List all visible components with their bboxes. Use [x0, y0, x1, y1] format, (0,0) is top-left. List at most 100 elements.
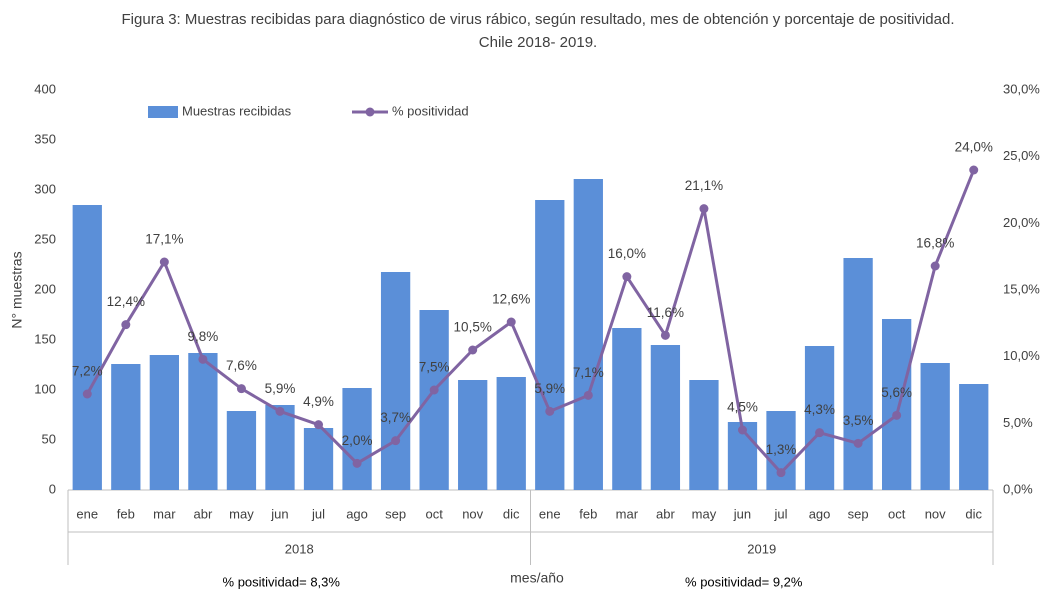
line-point — [815, 428, 825, 438]
bar — [612, 328, 642, 490]
line-point — [82, 389, 92, 399]
bar — [226, 411, 257, 490]
x-tick-label: oct — [425, 506, 443, 521]
data-label: 3,7% — [380, 410, 411, 425]
y-axis-label: N° muestras — [9, 251, 25, 328]
data-label: 24,0% — [955, 140, 993, 155]
x-tick-label: mar — [153, 506, 176, 521]
line-point — [737, 425, 747, 435]
x-tick-label: feb — [117, 506, 135, 521]
x-tick-label: abr — [193, 506, 212, 521]
x-tick-label: abr — [656, 506, 675, 521]
bar — [804, 346, 835, 490]
bar — [843, 258, 873, 490]
x-tick-label: ago — [346, 506, 368, 521]
group-label: 2018 — [285, 541, 314, 556]
x-tick-label: jun — [270, 506, 288, 521]
x-tick-label: ene — [76, 506, 98, 521]
chart-title: Chile 2018- 2019. — [479, 34, 597, 51]
line-point — [429, 385, 439, 395]
line-point — [583, 390, 593, 400]
y-tick-label: 100 — [34, 381, 56, 396]
data-label: 16,0% — [608, 246, 646, 261]
x-tick-label: may — [692, 506, 717, 521]
y-tick-label: 300 — [34, 181, 56, 196]
data-label: 7,5% — [419, 360, 450, 375]
y2-tick-label: 5,0% — [1003, 415, 1033, 430]
bar — [380, 272, 411, 490]
data-label: 16,8% — [916, 236, 954, 251]
y2-tick-label: 0,0% — [1003, 481, 1033, 496]
y2-tick-label: 15,0% — [1003, 281, 1040, 296]
data-label: 3,5% — [843, 413, 874, 428]
data-label: 7,2% — [72, 364, 103, 379]
bar — [689, 380, 719, 490]
x-tick-label: mar — [616, 506, 639, 521]
chart-title: Figura 3: Muestras recibidas para diagnó… — [122, 11, 955, 28]
x-tick-label: ago — [809, 506, 831, 521]
y-tick-label: 250 — [34, 231, 56, 246]
bar — [458, 380, 488, 490]
y-tick-label: 400 — [34, 81, 56, 96]
x-tick-label: feb — [579, 506, 597, 521]
data-label: 5,6% — [881, 385, 912, 400]
data-label: 5,9% — [265, 381, 296, 396]
bar — [573, 179, 603, 490]
line-point — [776, 468, 786, 478]
data-label: 12,6% — [492, 292, 530, 307]
bar — [882, 319, 912, 490]
x-tick-label: jun — [733, 506, 751, 521]
bar — [920, 363, 950, 490]
data-label: 4,5% — [727, 400, 758, 415]
y-tick-label: 350 — [34, 131, 56, 146]
line-point — [314, 420, 324, 430]
data-label: 7,1% — [573, 365, 604, 380]
line-point — [545, 406, 555, 416]
x-tick-label: sep — [848, 506, 869, 521]
y2-tick-label: 20,0% — [1003, 215, 1040, 230]
data-label: 11,6% — [647, 305, 684, 320]
x-tick-label: oct — [888, 506, 906, 521]
y2-tick-label: 25,0% — [1003, 148, 1040, 163]
data-label: 9,8% — [188, 329, 219, 344]
data-label: 4,9% — [303, 394, 334, 409]
legend-swatch — [148, 106, 178, 118]
x-tick-label: sep — [385, 506, 406, 521]
data-label: 4,3% — [804, 402, 835, 417]
bar — [72, 205, 102, 490]
line-point — [930, 261, 940, 271]
line-point — [236, 384, 246, 394]
x-tick-label: jul — [774, 506, 788, 521]
group-note: % positividad= 9,2% — [685, 574, 803, 589]
bar — [303, 428, 334, 490]
bar — [419, 310, 449, 490]
line-point — [622, 272, 632, 282]
data-label: 10,5% — [454, 320, 492, 335]
line-point — [468, 345, 478, 355]
line-point — [275, 406, 285, 416]
y-tick-label: 50 — [42, 431, 56, 446]
bar — [111, 364, 141, 490]
data-label: 21,1% — [685, 178, 723, 193]
legend-label: Muestras recibidas — [182, 103, 292, 118]
bar — [342, 388, 372, 490]
line-point — [121, 320, 131, 330]
bar — [959, 384, 989, 490]
x-tick-label: nov — [925, 506, 946, 521]
x-axis-label: mes/año — [510, 570, 564, 586]
y-tick-label: 0 — [49, 481, 56, 496]
legend-label: % positividad — [392, 103, 469, 118]
x-tick-label: dic — [503, 506, 520, 521]
line-point — [969, 165, 979, 175]
group-label: 2019 — [747, 541, 776, 556]
bar — [265, 405, 295, 490]
data-label: 5,9% — [534, 381, 565, 396]
data-label: 7,6% — [226, 358, 257, 373]
data-label: 17,1% — [145, 232, 183, 247]
y2-tick-label: 10,0% — [1003, 348, 1040, 363]
x-tick-label: ene — [539, 506, 561, 521]
bar — [149, 355, 179, 490]
line-point — [699, 204, 709, 214]
x-tick-label: jul — [311, 506, 325, 521]
